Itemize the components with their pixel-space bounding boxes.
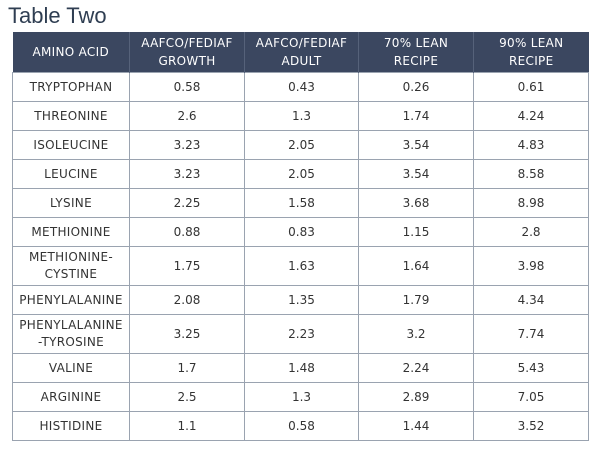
growth-value: 3.25: [129, 314, 245, 354]
table-row: THREONINE 2.6 1.3 1.74 4.24: [12, 101, 589, 131]
amino-acid-name: THREONINE: [12, 101, 130, 131]
column-header: AMINO ACID: [12, 32, 130, 73]
growth-value: 3.23: [129, 159, 245, 189]
lean90-value: 8.98: [473, 188, 589, 218]
page-title: Table Two: [8, 3, 107, 28]
amino-acid-name: PHENYLALANINE: [12, 285, 130, 315]
adult-value: 0.83: [244, 217, 359, 247]
amino-acid-name: LYSINE: [12, 188, 130, 218]
amino-acid-name: VALINE: [12, 353, 130, 383]
lean70-value: 1.15: [358, 217, 474, 247]
lean70-value: 1.74: [358, 101, 474, 131]
lean90-value: 4.24: [473, 101, 589, 131]
lean90-value: 7.74: [473, 314, 589, 354]
lean70-value: 2.89: [358, 382, 474, 412]
table-row: LEUCINE 3.23 2.05 3.54 8.58: [12, 159, 589, 189]
column-header: 70% LEAN RECIPE: [358, 32, 474, 73]
lean70-value: 0.26: [358, 72, 474, 102]
column-header: AAFCO/FEDIAF ADULT: [244, 32, 359, 73]
growth-value: 0.88: [129, 217, 245, 247]
growth-value: 2.25: [129, 188, 245, 218]
lean90-value: 4.83: [473, 130, 589, 160]
growth-value: 3.23: [129, 130, 245, 160]
table-row: METHIONINE 0.88 0.83 1.15 2.8: [12, 217, 589, 247]
lean90-value: 7.05: [473, 382, 589, 412]
table-row: PHENYLALANINE 2.08 1.35 1.79 4.34: [12, 285, 589, 315]
lean90-value: 3.52: [473, 411, 589, 441]
adult-value: 0.58: [244, 411, 359, 441]
adult-value: 1.3: [244, 382, 359, 412]
adult-value: 2.05: [244, 130, 359, 160]
lean70-value: 2.24: [358, 353, 474, 383]
lean90-value: 0.61: [473, 72, 589, 102]
table-row: ISOLEUCINE 3.23 2.05 3.54 4.83: [12, 130, 589, 160]
amino-acid-name: ISOLEUCINE: [12, 130, 130, 160]
amino-acid-name: LEUCINE: [12, 159, 130, 189]
table-row: HISTIDINE 1.1 0.58 1.44 3.52: [12, 411, 589, 441]
adult-value: 2.23: [244, 314, 359, 354]
adult-value: 1.35: [244, 285, 359, 315]
table-row: ARGININE 2.5 1.3 2.89 7.05: [12, 382, 589, 412]
amino-acid-name: PHENYLALANINE -TYROSINE: [12, 314, 130, 354]
table-row: METHIONINE-CYSTINE 1.75 1.63 1.64 3.98: [12, 246, 589, 286]
lean90-value: 4.34: [473, 285, 589, 315]
lean70-value: 1.64: [358, 246, 474, 286]
lean70-value: 1.44: [358, 411, 474, 441]
lean70-value: 3.54: [358, 130, 474, 160]
amino-acid-table: AMINO ACID AAFCO/FEDIAF GROWTH AAFCO/FED…: [12, 32, 589, 441]
amino-acid-name: HISTIDINE: [12, 411, 130, 441]
growth-value: 2.08: [129, 285, 245, 315]
adult-value: 1.3: [244, 101, 359, 131]
column-header: 90% LEAN RECIPE: [473, 32, 589, 73]
amino-acid-name: TRYPTOPHAN: [12, 72, 130, 102]
table-header-row: AMINO ACID AAFCO/FEDIAF GROWTH AAFCO/FED…: [12, 32, 589, 73]
adult-value: 2.05: [244, 159, 359, 189]
adult-value: 1.63: [244, 246, 359, 286]
growth-value: 2.5: [129, 382, 245, 412]
growth-value: 0.58: [129, 72, 245, 102]
growth-value: 1.1: [129, 411, 245, 441]
growth-value: 1.75: [129, 246, 245, 286]
growth-value: 1.7: [129, 353, 245, 383]
lean70-value: 3.54: [358, 159, 474, 189]
table-row: TRYPTOPHAN 0.58 0.43 0.26 0.61: [12, 72, 589, 102]
lean70-value: 3.68: [358, 188, 474, 218]
table-row: VALINE 1.7 1.48 2.24 5.43: [12, 353, 589, 383]
adult-value: 1.58: [244, 188, 359, 218]
lean90-value: 5.43: [473, 353, 589, 383]
lean90-value: 8.58: [473, 159, 589, 189]
amino-acid-name: ARGININE: [12, 382, 130, 412]
lean90-value: 3.98: [473, 246, 589, 286]
lean70-value: 1.79: [358, 285, 474, 315]
table-row: LYSINE 2.25 1.58 3.68 8.98: [12, 188, 589, 218]
adult-value: 0.43: [244, 72, 359, 102]
amino-acid-name: METHIONINE-CYSTINE: [12, 246, 130, 286]
table-row: PHENYLALANINE -TYROSINE 3.25 2.23 3.2 7.74: [12, 314, 589, 354]
column-header: AAFCO/FEDIAF GROWTH: [129, 32, 245, 73]
lean90-value: 2.8: [473, 217, 589, 247]
growth-value: 2.6: [129, 101, 245, 131]
amino-acid-name: METHIONINE: [12, 217, 130, 247]
adult-value: 1.48: [244, 353, 359, 383]
lean70-value: 3.2: [358, 314, 474, 354]
